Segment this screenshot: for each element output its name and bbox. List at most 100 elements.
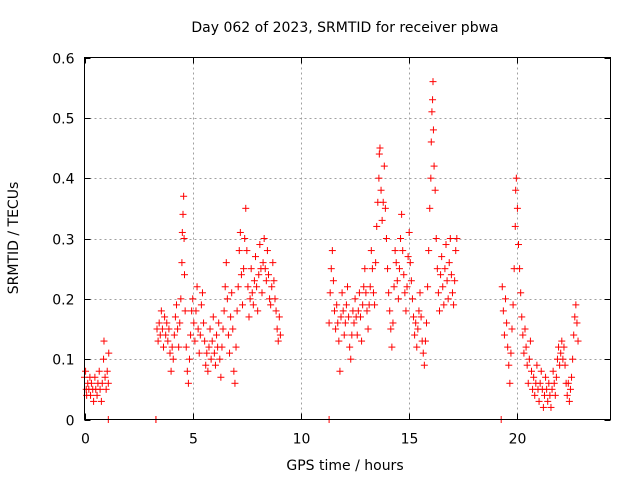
data-point xyxy=(268,283,276,291)
data-point xyxy=(158,325,166,333)
data-point xyxy=(509,301,517,309)
data-point xyxy=(551,391,559,399)
data-point xyxy=(417,313,425,321)
data-point xyxy=(273,325,281,333)
data-point xyxy=(363,307,371,315)
data-point xyxy=(241,235,249,242)
data-point xyxy=(171,313,179,321)
data-point xyxy=(539,403,547,411)
data-point xyxy=(202,361,210,369)
data-point xyxy=(98,379,106,387)
data-point xyxy=(364,325,372,333)
x-tick-label: 10 xyxy=(293,432,311,448)
data-point xyxy=(525,355,533,363)
data-point xyxy=(428,108,436,116)
data-point xyxy=(167,367,175,375)
data-point xyxy=(502,295,510,303)
data-point xyxy=(209,313,217,321)
data-point xyxy=(340,331,348,339)
data-point xyxy=(243,247,251,255)
data-point xyxy=(211,361,219,369)
data-point xyxy=(572,301,580,309)
y-axis-label: SRMTID / TECUs xyxy=(6,182,22,295)
data-point xyxy=(157,307,165,315)
data-point xyxy=(411,331,419,339)
data-point xyxy=(438,253,446,261)
y-tick-label: 0.6 xyxy=(52,52,74,68)
data-point xyxy=(228,289,236,297)
data-point xyxy=(275,313,283,321)
data-point xyxy=(256,241,264,249)
data-point xyxy=(504,343,512,351)
data-point xyxy=(353,331,361,339)
data-point xyxy=(354,307,362,315)
data-point xyxy=(102,385,110,393)
data-point xyxy=(392,259,400,267)
data-point xyxy=(400,271,408,279)
data-point xyxy=(361,265,369,273)
data-point xyxy=(433,265,441,273)
data-point xyxy=(573,319,581,327)
data-point xyxy=(215,319,223,327)
data-point xyxy=(503,319,511,327)
data-point xyxy=(360,283,368,291)
data-point xyxy=(341,319,349,327)
data-point xyxy=(376,144,384,152)
data-point xyxy=(95,367,103,375)
data-point xyxy=(247,265,255,273)
data-point xyxy=(195,349,203,357)
data-point xyxy=(210,349,218,357)
data-point xyxy=(372,259,380,267)
data-point xyxy=(387,325,395,333)
data-point xyxy=(198,289,206,297)
data-point xyxy=(381,204,389,212)
data-point xyxy=(366,283,374,291)
data-point xyxy=(574,337,582,345)
data-point xyxy=(332,325,340,333)
data-point xyxy=(429,96,437,104)
data-point xyxy=(531,391,539,399)
data-point xyxy=(550,379,558,387)
data-point xyxy=(344,283,351,291)
data-point xyxy=(248,289,256,297)
data-point xyxy=(82,367,90,375)
data-point xyxy=(395,265,403,273)
data-point xyxy=(398,210,406,218)
data-point xyxy=(165,325,173,333)
data-point xyxy=(178,228,186,236)
data-point xyxy=(230,367,238,375)
data-point xyxy=(219,325,227,333)
data-point xyxy=(426,204,434,212)
x-tick-label: 20 xyxy=(509,432,527,448)
data-point xyxy=(154,337,162,345)
data-point xyxy=(245,313,253,321)
data-point xyxy=(431,186,439,194)
data-point xyxy=(512,186,520,194)
data-point xyxy=(446,235,454,242)
grid-layer xyxy=(84,57,611,420)
data-point xyxy=(233,307,241,315)
data-point xyxy=(250,277,258,285)
data-point xyxy=(235,247,243,255)
data-point xyxy=(336,367,344,375)
data-point xyxy=(368,265,376,273)
data-point xyxy=(505,361,513,369)
data-point xyxy=(91,373,99,381)
data-point xyxy=(515,241,523,249)
data-point xyxy=(498,283,506,291)
data-point xyxy=(566,385,574,393)
data-point xyxy=(530,373,538,381)
data-point xyxy=(414,325,422,333)
data-point xyxy=(208,337,216,345)
data-point xyxy=(405,228,413,236)
data-point xyxy=(87,379,95,387)
data-point xyxy=(500,331,508,339)
data-point xyxy=(432,235,440,242)
data-point xyxy=(559,355,567,363)
data-point xyxy=(390,283,398,291)
data-point xyxy=(328,247,336,255)
data-point xyxy=(565,397,573,405)
data-point xyxy=(421,337,429,345)
data-point xyxy=(90,397,98,405)
chart-title: Day 062 of 2023, SRMTID for receiver pbw… xyxy=(191,20,498,36)
